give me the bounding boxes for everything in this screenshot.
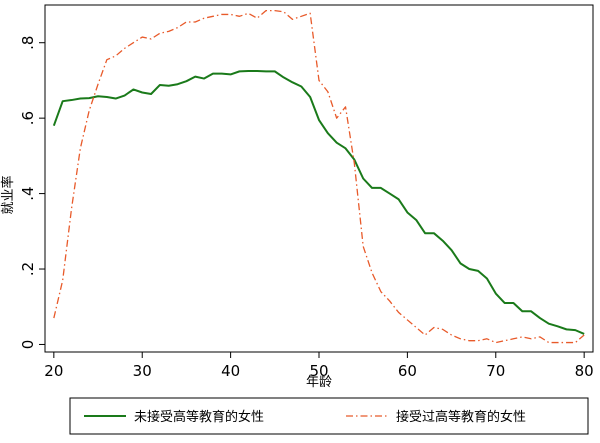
legend-label: 接受过高等教育的女性 — [396, 409, 526, 425]
y-tick-label: .4 — [19, 186, 37, 200]
x-tick-label: 20 — [44, 362, 63, 380]
y-tick-label: .6 — [19, 111, 37, 125]
y-axis-ticks: 0 .2 .4 .6 .8 — [19, 36, 45, 350]
x-tick-label: 70 — [486, 362, 505, 380]
y-axis-title: 就业率 — [0, 175, 16, 214]
x-tick-label: 40 — [221, 362, 240, 380]
x-tick-label: 60 — [398, 362, 417, 380]
y-tick-label: .2 — [19, 262, 37, 276]
x-tick-label: 50 — [309, 362, 328, 380]
legend: 未接受高等教育的女性 接受过高等教育的女性 — [84, 409, 526, 425]
plot-frame — [44, 4, 594, 353]
y-tick-label: 0 — [19, 340, 37, 350]
legend-box — [69, 397, 589, 435]
y-tick-label: .8 — [19, 36, 37, 50]
series-layer — [52, 10, 585, 344]
series-line-college-women — [53, 10, 585, 344]
x-tick-label: 80 — [575, 362, 594, 380]
legend-label: 未接受高等教育的女性 — [134, 409, 264, 425]
x-axis-title: 年龄 — [306, 375, 332, 390]
x-tick-label: 30 — [133, 362, 152, 380]
x-axis-ticks: 20 30 40 50 60 70 80 — [44, 352, 594, 380]
series-line-non-college-women — [52, 70, 585, 335]
